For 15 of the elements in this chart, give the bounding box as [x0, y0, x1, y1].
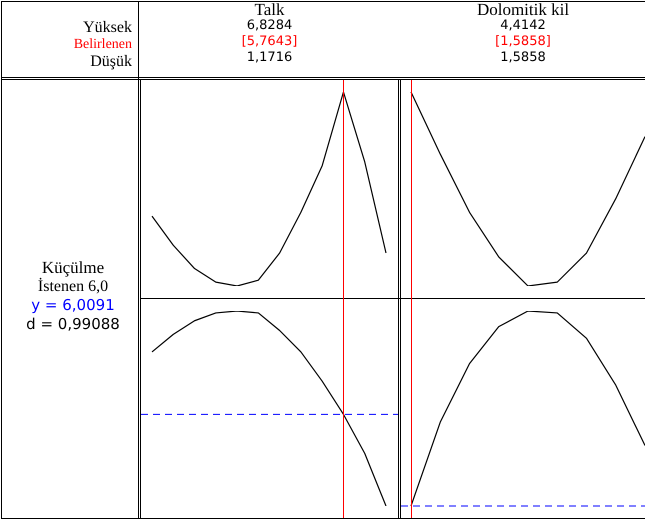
- text: 1,1716: [246, 50, 294, 66]
- chart-title: Talk: [254, 0, 286, 19]
- text: 4,4142: [499, 18, 547, 34]
- text: 6,8284: [246, 18, 294, 34]
- text: [1,5858]: [494, 34, 552, 50]
- text: Yüksek: [83, 19, 132, 36]
- text: İstenen 6,0: [36, 277, 110, 296]
- text: Düşük: [90, 53, 132, 70]
- text: y = 6,0091: [30, 296, 116, 315]
- text: 1,5858: [499, 50, 547, 66]
- text: d = 0,99088: [25, 315, 121, 334]
- chart-title: Dolomitik kil: [476, 0, 570, 19]
- text: Küçülme: [40, 258, 106, 277]
- text: Belirlenen: [74, 37, 132, 53]
- text: [5,7643]: [240, 34, 298, 50]
